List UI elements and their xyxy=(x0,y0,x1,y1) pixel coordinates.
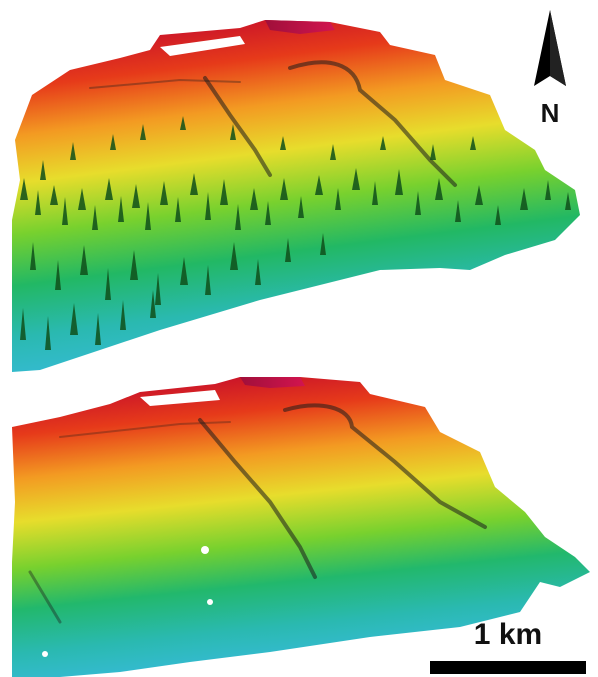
terrain-panel-with-vegetation xyxy=(12,20,580,372)
channel-lines xyxy=(28,403,487,624)
tree-spikes xyxy=(20,116,571,350)
terrain-panel-bare-earth xyxy=(0,362,598,677)
channel-lines xyxy=(89,60,457,187)
scale-bar: 1 km xyxy=(430,618,586,676)
scale-bar-line xyxy=(430,661,586,674)
terrain-surface-bottom xyxy=(12,377,590,677)
north-label: N xyxy=(540,98,560,128)
north-arrow: N xyxy=(528,8,572,138)
terrain-surface-top xyxy=(12,20,580,372)
terrain-surface xyxy=(12,377,590,677)
scale-bar-label: 1 km xyxy=(473,618,543,651)
terrain-surface xyxy=(12,20,580,372)
north-arrow-icon xyxy=(534,10,566,86)
